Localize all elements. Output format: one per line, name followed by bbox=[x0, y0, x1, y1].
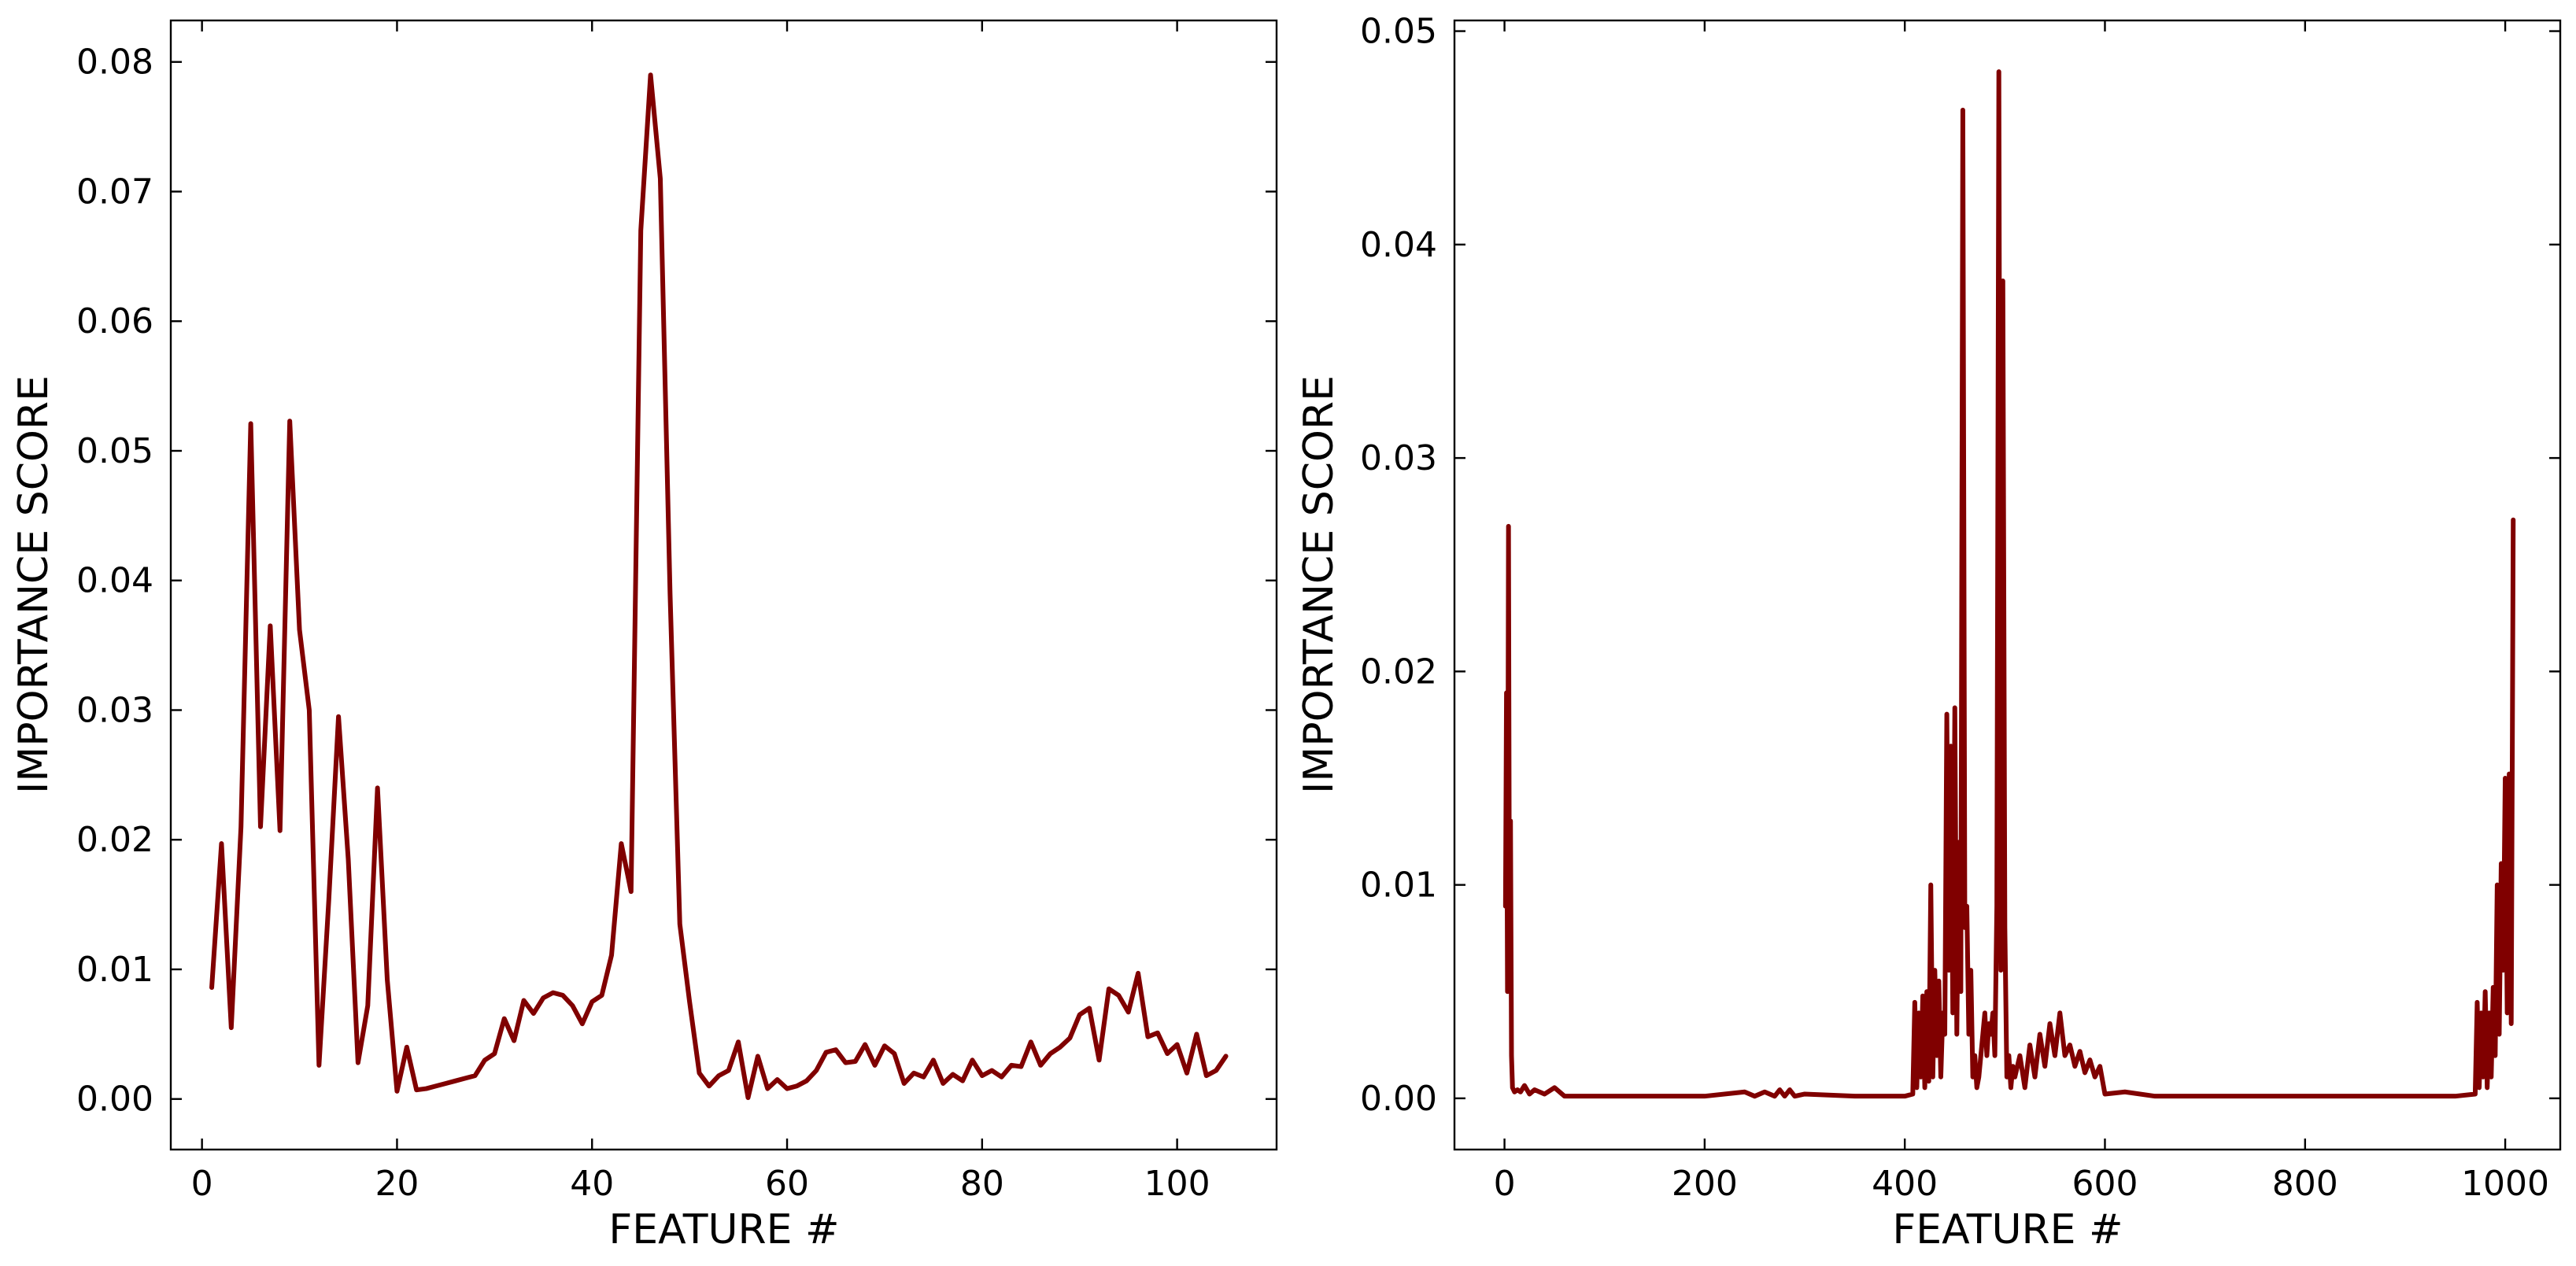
x-tick-label: 0 bbox=[191, 1164, 213, 1204]
y-tick-label: 0.05 bbox=[76, 431, 153, 471]
y-tick-label: 0.04 bbox=[1360, 225, 1437, 265]
series-line-left-0 bbox=[209, 72, 1229, 1101]
x-axis-label-right: FEATURE # bbox=[1892, 1206, 2123, 1253]
y-axis-label-right: IMPORTANCE SCORE bbox=[1295, 375, 1343, 794]
x-tick-label: 60 bbox=[765, 1164, 809, 1204]
x-tick-label: 400 bbox=[1872, 1164, 1938, 1204]
y-tick-labels-left: 0.00 0.01 0.02 0.03 0.04 0.05 0.06 0.07 0.08 bbox=[76, 42, 153, 1120]
series-line-right-0 bbox=[1502, 69, 2516, 1099]
y-tick-label: 0.01 bbox=[1360, 866, 1437, 906]
x-tick-label: 40 bbox=[570, 1164, 614, 1204]
y-tick-labels-right: 0.00 0.01 0.02 0.03 0.04 0.05 bbox=[1360, 12, 1437, 1119]
x-tick-label: 80 bbox=[960, 1164, 1004, 1204]
y-tick-label: 0.01 bbox=[76, 950, 153, 990]
x-tick-label: 20 bbox=[375, 1164, 419, 1204]
y-tick-label: 0.00 bbox=[1360, 1079, 1437, 1119]
x-axis-label-left: FEATURE # bbox=[608, 1206, 839, 1253]
x-tick-label: 100 bbox=[1144, 1164, 1210, 1204]
y-tick-label: 0.02 bbox=[1360, 651, 1437, 692]
y-tick-label: 0.00 bbox=[76, 1080, 153, 1120]
plot-frame-left bbox=[169, 19, 1278, 1151]
x-tick-label: 800 bbox=[2272, 1164, 2338, 1204]
x-tick-label: 600 bbox=[2072, 1164, 2138, 1204]
x-tick-label: 0 bbox=[1494, 1164, 1516, 1204]
y-tick-label: 0.07 bbox=[76, 172, 153, 212]
series-left bbox=[209, 72, 1229, 1101]
y-tick-label: 0.08 bbox=[76, 42, 153, 83]
x-tick-labels-left: 0 20 40 60 80 100 bbox=[191, 1164, 1210, 1204]
chart-right: 0 200 400 600 800 1000 0.000.010.020.030.040.… bbox=[1295, 12, 2562, 1253]
y-tick-label: 0.02 bbox=[76, 820, 153, 860]
y-tick-label: 0.04 bbox=[76, 561, 153, 601]
y-ticks-left bbox=[171, 61, 1277, 1100]
x-tick-labels-right: 0 200 400 600 800 1000 bbox=[1494, 1164, 2549, 1204]
y-ticks-right bbox=[1454, 30, 2560, 1100]
chart-left: 0 20 40 60 80 100 0.000.010.020.030.040.050.0… bbox=[10, 19, 1278, 1253]
series-right bbox=[1502, 69, 2516, 1099]
x-tick-label: 1000 bbox=[2461, 1164, 2549, 1204]
y-tick-label: 0.03 bbox=[1360, 438, 1437, 478]
x-ticks-left bbox=[201, 20, 1178, 1150]
plot-frame-right bbox=[1453, 19, 2562, 1151]
x-ticks-right bbox=[1503, 20, 2507, 1150]
x-tick-label: 200 bbox=[1672, 1164, 1738, 1204]
y-tick-label: 0.03 bbox=[76, 690, 153, 730]
y-tick-label: 0.06 bbox=[76, 301, 153, 341]
y-axis-label-left: IMPORTANCE SCORE bbox=[10, 375, 57, 794]
y-tick-label: 0.05 bbox=[1360, 12, 1437, 52]
